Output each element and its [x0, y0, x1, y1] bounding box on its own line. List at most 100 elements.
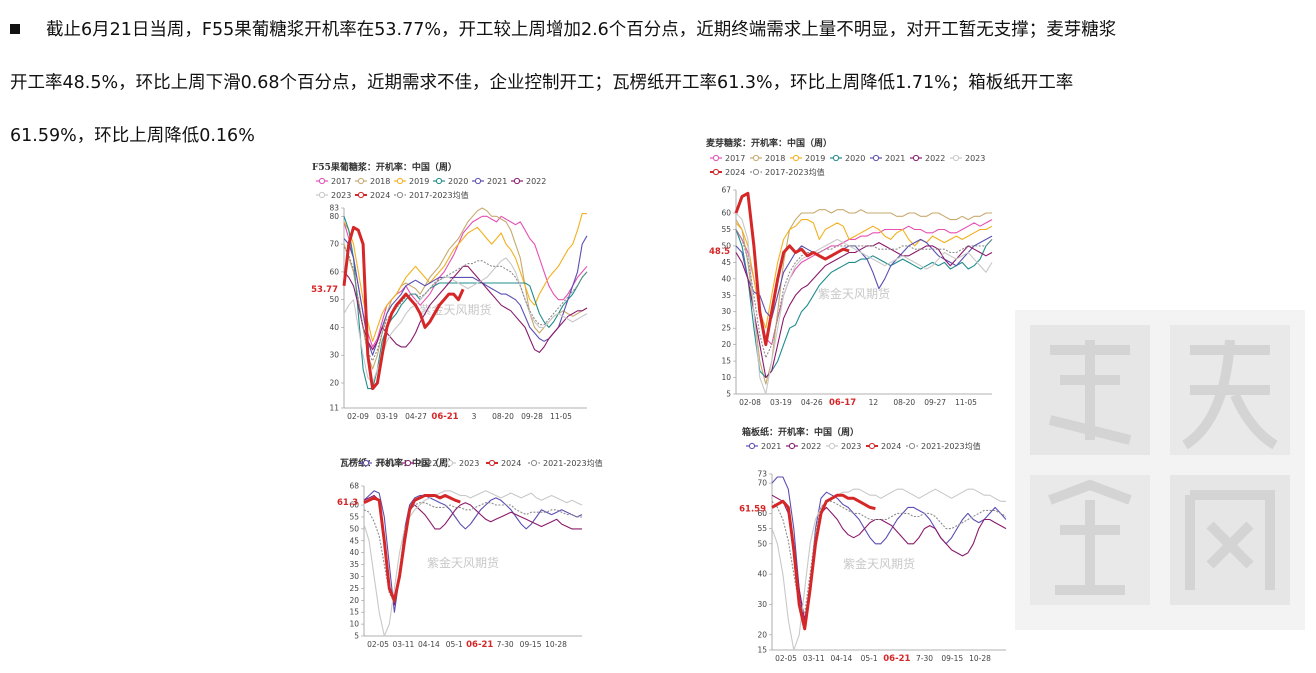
y-tick-label: 40 [329, 323, 339, 332]
legend-label: 2018 [765, 154, 785, 163]
legend-marker [357, 177, 365, 185]
x-tick-label-current: 06-21 [431, 412, 458, 422]
legend-label: 2021 [375, 459, 395, 468]
legend-marker [868, 442, 876, 450]
y-tick-label: 50 [757, 539, 767, 548]
y-tick-label: 5 [726, 390, 731, 399]
x-tick-label: 3 [472, 412, 477, 421]
x-tick-label-current: 06-17 [829, 398, 856, 408]
series-line-2024 [734, 191, 850, 347]
x-tick-label-current: 06-21 [466, 640, 493, 650]
x-tick-label: 10-28 [545, 640, 567, 649]
x-tick-label: 7-30 [916, 654, 933, 663]
x-tick-label: 04-26 [801, 398, 823, 407]
legend-marker [396, 191, 404, 199]
legend-marker [488, 459, 496, 467]
legend-marker [908, 442, 916, 450]
legend-marker [318, 191, 326, 199]
legend-label: 2022 [417, 459, 437, 468]
series-line-2023 [771, 488, 1006, 651]
legend-marker [828, 442, 836, 450]
x-tick-label: 05-1 [446, 640, 463, 649]
legend-marker [435, 177, 443, 185]
legend-marker [752, 168, 760, 176]
x-tick-label: 09-28 [521, 412, 543, 421]
y-tick-label: 60 [721, 209, 731, 218]
x-tick-label: 08-20 [893, 398, 915, 407]
y-tick-label: 50 [329, 295, 339, 304]
y-tick-label: 10 [349, 620, 359, 629]
series-line-2019 [343, 213, 587, 342]
chart-boxboard-svg: 箱板纸：开机率：中国（周） 2021 2022 2023 2024 2021-2023均值… [739, 426, 1007, 664]
y-tick-label: 67 [721, 186, 731, 195]
legend-label: 2017 [331, 177, 351, 186]
y-tick-label: 15 [349, 608, 359, 617]
x-tick-label: 04-14 [831, 654, 853, 663]
y-tick-label: 70 [329, 240, 339, 249]
x-tick-label: 09-15 [941, 654, 963, 663]
y-tick-label: 5 [354, 632, 359, 641]
seal-watermark-icon [1015, 310, 1305, 630]
series-line-2021 [343, 235, 588, 356]
y-tick-label: 35 [349, 560, 359, 569]
chart-f55: F55果葡糖浆：开机率：中国（周） 2017 2018 2019 2020 2021 202… [311, 160, 602, 425]
legend-marker [912, 154, 920, 162]
y-tick-label: 55 [757, 524, 767, 533]
legend-label: 2022 [925, 154, 945, 163]
x-tick-label: 03-11 [393, 640, 415, 649]
y-tick-label: 55 [349, 512, 359, 521]
y-tick-label: 30 [329, 351, 339, 360]
y-tick-label: 15 [757, 646, 767, 655]
legend-marker [712, 168, 720, 176]
chart-corrugated-svg: 瓦楞纸：开机率：中国（周）2021 2022 2023 2024 2021-2023均值… [337, 457, 603, 650]
summary-line-2: 开工率48.5%，环比上周下滑0.68个百分点，近期需求不佳，企业控制开工；瓦楞… [10, 73, 1074, 93]
y-tick-label: 45 [721, 258, 731, 267]
y-tick-label: 60 [757, 509, 767, 518]
summary-paragraph: 截止6月21日当周，F55果葡糖浆开机率在53.77%，开工较上周增加2.6个百… [10, 4, 1300, 163]
legend-marker [474, 177, 482, 185]
chart-title: 麦芽糖浆：开机率：中国（周） [706, 137, 832, 149]
chart-watermark: 紫金天风期货 [843, 556, 915, 571]
chart-title: 箱板纸：开机率：中国（周） [742, 426, 859, 438]
x-tick-label-current: 06-21 [883, 654, 910, 664]
y-tick-label: 35 [721, 291, 731, 300]
chart-maltose: 麦芽糖浆：开机率：中国（周） 2017 2018 2019 2020 2021 2022 20… [706, 137, 998, 408]
y-tick-label: 83 [329, 204, 339, 213]
bullet-square-icon [10, 24, 20, 34]
y-tick-label: 55 [721, 225, 731, 234]
legend-label: 2024 [501, 459, 521, 468]
chart-watermark: 紫金天风期货 [427, 555, 499, 570]
summary-line-3: 61.59%，环比上周降低0.16% [10, 126, 255, 146]
y-tick-label: 25 [349, 584, 359, 593]
x-tick-label: 02-09 [347, 412, 369, 421]
legend-label: 2017-2023均值 [765, 167, 825, 177]
legend-marker [362, 459, 370, 467]
x-tick-label: 12 [869, 398, 879, 407]
legend-marker [952, 154, 960, 162]
legend-marker [318, 177, 326, 185]
y-tick-label: 68 [349, 482, 359, 491]
legend-label: 2023 [331, 191, 351, 200]
legend-label: 2019 [409, 177, 429, 186]
series-line-2017-2023均值 [735, 229, 993, 359]
chart-f55-svg: F55果葡糖浆：开机率：中国（周）2017 2018 2019 2020 2021 202… [311, 161, 588, 422]
y-tick-label: 25 [721, 324, 731, 333]
x-tick-label: 03-11 [803, 654, 825, 663]
legend-label: 2021-2023均值 [543, 458, 603, 468]
legend-label: 2021 [487, 177, 507, 186]
y-tick-label: 50 [721, 241, 731, 250]
legend-marker [872, 154, 880, 162]
series-line-2024 [363, 494, 461, 602]
y-tick-label: 40 [757, 570, 767, 579]
y-tick-label: 80 [329, 212, 339, 221]
legend-marker [832, 154, 840, 162]
y-tick-label: 73 [757, 470, 767, 479]
current-value-label: 53.77 [311, 285, 338, 295]
legend-label: 2024 [725, 168, 745, 177]
x-tick-label: 02-05 [367, 640, 389, 649]
legend-label: 2023 [965, 154, 985, 163]
chart-corrugated: 瓦楞纸：开机率：中国（周） 2021 2022 2023 2024 2021-2023均值… [337, 456, 603, 652]
y-tick-label: 60 [329, 267, 339, 276]
series-line-2022 [343, 265, 588, 353]
y-tick-label: 20 [721, 340, 731, 349]
